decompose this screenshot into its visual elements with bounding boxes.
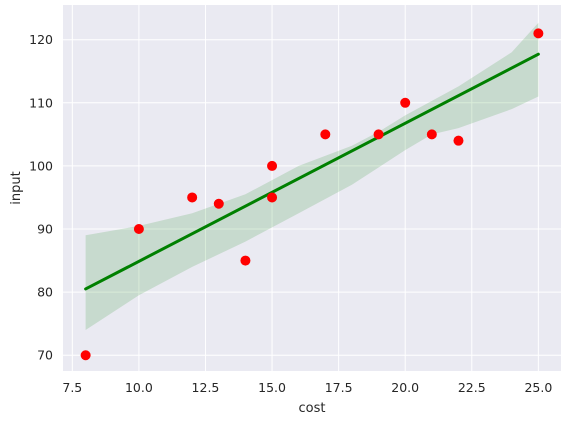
grid [63,5,561,371]
data-point [240,255,251,266]
y-tick-label: 80 [37,285,53,300]
data-point [400,97,411,108]
y-tick-label: 110 [29,95,53,110]
y-tick-label: 100 [29,158,53,173]
x-tick-label: 10.0 [125,380,153,395]
y-axis-label: input [9,171,24,204]
x-tick-label: 22.5 [458,380,486,395]
data-point [213,198,224,209]
x-tick-label: 25.0 [524,380,552,395]
data-point [133,224,144,235]
x-tick-labels: 7.5 10.0 12.5 15.0 17.5 20.0 22.5 25.0 [62,380,552,395]
data-point [373,129,384,140]
x-tick-label: 12.5 [192,380,220,395]
y-tick-labels: 70 80 90 100 110 120 [29,32,53,363]
y-tick-label: 70 [37,348,53,363]
data-point [80,350,91,361]
data-point [187,192,198,203]
x-tick-label: 20.0 [391,380,419,395]
plot-background [63,5,561,371]
data-point [426,129,437,140]
x-tick-label: 7.5 [62,380,82,395]
x-tick-label: 15.0 [258,380,286,395]
data-point [267,160,278,171]
x-tick-label: 17.5 [325,380,353,395]
data-point [320,129,331,140]
data-point [453,135,464,146]
y-tick-label: 120 [29,32,53,47]
data-point [267,192,278,203]
regression-line [84,52,540,291]
data-point [533,28,544,39]
x-axis-label: cost [299,401,326,416]
confidence-band [85,22,539,330]
y-tick-label: 90 [37,222,53,237]
data-points [80,28,544,361]
